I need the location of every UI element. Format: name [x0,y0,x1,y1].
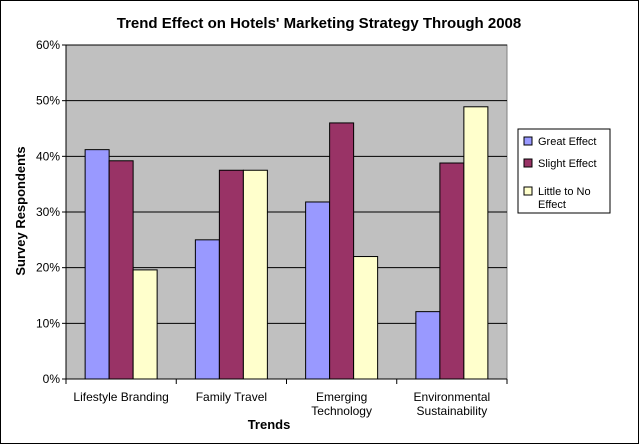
y-tick-label: 10% [36,316,60,330]
bar-slight-effect [439,162,465,380]
legend-box [517,128,611,214]
bar-little-to-no-effect [353,256,379,380]
x-tick-label: Technology [311,404,372,418]
bar-great-effect [305,201,331,380]
y-tick-label: 20% [36,261,60,275]
x-tick-label: Environmental [414,390,491,404]
bar-great-effect [84,149,110,380]
x-tick-label: Sustainability [417,404,488,418]
bar-great-effect [415,311,441,380]
y-axis-title: Survey Respondents [13,146,28,275]
legend: Great Effect Slight Effect Little to NoEff… [517,128,611,214]
chart-title: Trend Effect on Hotels' Marketing Strate… [117,15,521,32]
legend-label: Great Effect [538,136,597,148]
legend-swatch [523,186,533,196]
legend-swatch [523,158,533,168]
legend-label: Little to No [538,186,591,198]
bar-slight-effect [108,160,134,380]
y-tick-label: 30% [36,205,60,219]
y-tick-label: 0% [43,372,61,386]
bar-slight-effect [329,122,355,380]
y-tick-label: 40% [36,149,60,163]
y-tick-label: 60% [36,38,60,52]
bar-little-to-no-effect [242,169,268,380]
legend-swatch [523,136,533,146]
legend-label: Slight Effect [538,158,597,170]
x-tick-label: Emerging [316,390,367,404]
bar-little-to-no-effect [463,106,489,380]
bar-great-effect [194,239,220,380]
x-tick-label: Lifestyle Branding [73,390,168,404]
bar-little-to-no-effect [132,269,158,380]
y-tick-label: 50% [36,94,60,108]
x-axis-title: Trends [248,417,291,432]
bar-slight-effect [218,169,244,380]
plot-area: 0% 10% 20% 30% 40% 50% 60% Lifestyle Branding Fa… [36,38,508,418]
legend-label: Effect [538,199,566,211]
x-tick-label: Family Travel [196,390,267,404]
